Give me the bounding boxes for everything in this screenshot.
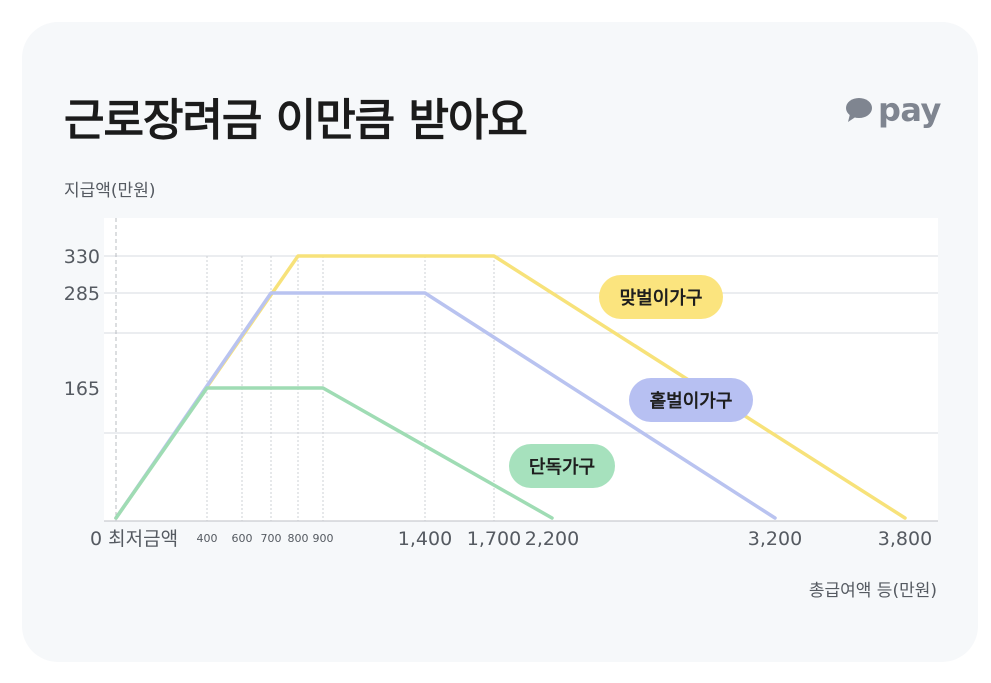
- x-tick-label: 1,700: [467, 528, 521, 550]
- x-tick-label: 2,200: [525, 528, 579, 550]
- speech-bubble-icon: [846, 98, 872, 122]
- brand-logo: pay: [844, 90, 941, 130]
- x-tick-label: 1,400: [398, 528, 452, 550]
- series-label: 맞벌이가구: [620, 288, 703, 309]
- y-axis-title: 지급액(만원): [64, 181, 156, 201]
- x-tick-label: 900: [313, 532, 334, 545]
- x-axis-title: 총급여액 등(만원): [808, 581, 937, 601]
- series-label-pill-2: [509, 444, 615, 488]
- brand-name: pay: [878, 91, 941, 129]
- x-tick-label: 800: [288, 532, 309, 545]
- series-label-pill-1: [629, 378, 753, 422]
- y-tick-label: 330: [64, 246, 100, 268]
- series-label-pill-0: [599, 275, 723, 319]
- y-tick-label: 285: [64, 283, 100, 305]
- x-tick-label: 400: [197, 532, 218, 545]
- x-tick-label: 3,800: [878, 528, 932, 550]
- y-tick-label: 165: [64, 378, 100, 400]
- series-label: 단독가구: [529, 457, 595, 478]
- x-tick-label: 3,200: [748, 528, 802, 550]
- x-tick-label: 700: [261, 532, 282, 545]
- page-title: 근로장려금 이만큼 받아요: [64, 95, 528, 146]
- series-label: 홑벌이가구: [650, 390, 733, 412]
- x-tick-label: 600: [232, 532, 253, 545]
- series-line-2: [114, 386, 554, 520]
- x-origin-label: 0 최저금액: [90, 528, 178, 550]
